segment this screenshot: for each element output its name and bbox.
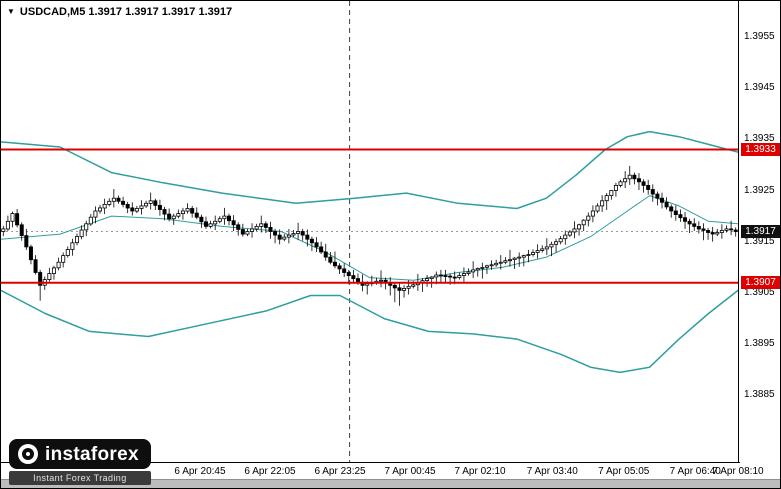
price-tick-label: 1.3895 [744, 338, 775, 350]
price-tick-label: 1.3945 [744, 82, 775, 94]
price-tick-label: 1.3905 [744, 286, 775, 298]
current-price-tag: 1.3917 [741, 224, 780, 238]
time-axis-label: 7 Apr 06:40 [669, 466, 721, 477]
time-axis-label: 6 Apr 23:25 [314, 466, 366, 477]
price-tick-label: 1.3925 [744, 184, 775, 196]
resistance-price-tag: 1.3933 [741, 142, 780, 156]
horizontal-scrollbar[interactable] [1, 479, 780, 488]
time-axis-label: 7 Apr 08:10 [712, 466, 764, 477]
time-axis-label: 6 Apr 20:45 [174, 466, 226, 477]
symbol-dropdown-icon[interactable]: ▼ [7, 7, 15, 16]
price-tick-label: 1.3885 [744, 389, 775, 401]
symbol-info-line: ▼ USDCAD,M5 1.3917 1.3917 1.3917 1.3917 [7, 6, 232, 18]
time-axis-label: 6 Apr 22:05 [244, 466, 296, 477]
time-axis-label: 7 Apr 00:45 [384, 466, 436, 477]
support-price-tag: 1.3907 [741, 275, 780, 289]
watermark-tagline: Instant Forex Trading [9, 471, 151, 485]
instaforex-logo-icon [18, 444, 38, 464]
chart-plot[interactable] [1, 1, 738, 462]
chart-plot-area[interactable] [1, 1, 738, 462]
price-axis[interactable]: 1.3955 1.3945 1.3935 1.3925 1.3915 1.3905 1.38… [741, 1, 780, 462]
price-tick-label: 1.3955 [744, 30, 775, 42]
time-axis-label: 7 Apr 02:10 [454, 466, 506, 477]
time-axis-label: 7 Apr 05:05 [598, 466, 650, 477]
bollinger-upper-band [1, 130, 738, 210]
symbol-ohlc-text: USDCAD,M5 1.3917 1.3917 1.3917 1.3917 [19, 6, 233, 18]
price-tick-label: 1.3915 [744, 235, 775, 247]
watermark-badge: instaforex [9, 439, 151, 469]
time-axis-divider [1, 462, 740, 463]
price-axis-divider [738, 1, 739, 463]
time-axis-label: 7 Apr 03:40 [526, 466, 578, 477]
price-tick-label: 1.3935 [744, 133, 775, 145]
bollinger-middle-band [1, 195, 738, 281]
time-axis[interactable]: 6 Apr 20:45 6 Apr 22:05 6 Apr 23:25 7 Apr 0… [1, 463, 780, 481]
candles [1, 165, 738, 306]
bollinger-lower-band [1, 289, 738, 374]
instaforex-watermark: instaforex Instant Forex Trading [9, 439, 151, 485]
watermark-brand: instaforex [45, 443, 139, 465]
